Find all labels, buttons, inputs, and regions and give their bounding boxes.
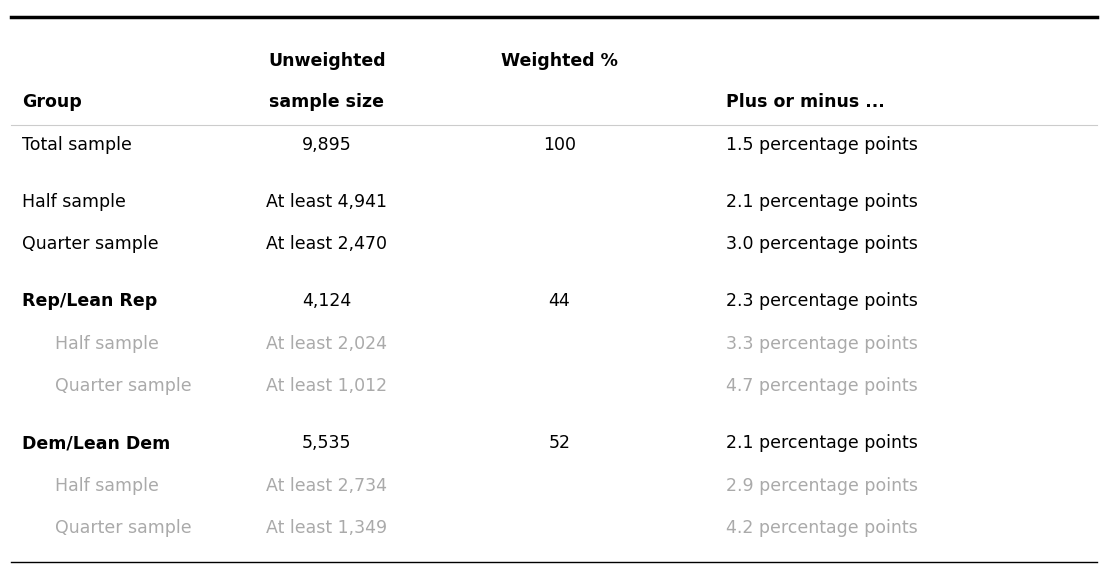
Text: Quarter sample: Quarter sample	[22, 235, 158, 253]
Text: Group: Group	[22, 93, 82, 111]
Text: At least 2,024: At least 2,024	[266, 335, 388, 353]
Text: Rep/Lean Rep: Rep/Lean Rep	[22, 292, 157, 310]
Text: sample size: sample size	[269, 93, 384, 111]
Text: At least 2,470: At least 2,470	[266, 235, 388, 253]
Text: 1.5 percentage points: 1.5 percentage points	[726, 136, 917, 154]
Text: Dem/Lean Dem: Dem/Lean Dem	[22, 434, 171, 452]
Text: At least 2,734: At least 2,734	[266, 477, 388, 495]
Text: 100: 100	[543, 136, 576, 154]
Text: Half sample: Half sample	[55, 335, 160, 353]
Text: Half sample: Half sample	[55, 477, 160, 495]
Text: 3.0 percentage points: 3.0 percentage points	[726, 235, 917, 253]
Text: 4.7 percentage points: 4.7 percentage points	[726, 377, 917, 395]
Text: Total sample: Total sample	[22, 136, 132, 154]
Text: 4.2 percentage points: 4.2 percentage points	[726, 519, 917, 537]
Text: 2.3 percentage points: 2.3 percentage points	[726, 292, 917, 310]
Text: 3.3 percentage points: 3.3 percentage points	[726, 335, 917, 353]
Text: Half sample: Half sample	[22, 193, 126, 211]
Text: Quarter sample: Quarter sample	[55, 377, 192, 395]
Text: 5,535: 5,535	[302, 434, 351, 452]
Text: Weighted %: Weighted %	[501, 52, 618, 70]
Text: 44: 44	[548, 292, 571, 310]
Text: 2.1 percentage points: 2.1 percentage points	[726, 434, 917, 452]
Text: 2.9 percentage points: 2.9 percentage points	[726, 477, 917, 495]
Text: 52: 52	[548, 434, 571, 452]
Text: Plus or minus ...: Plus or minus ...	[726, 93, 884, 111]
Text: Unweighted: Unweighted	[268, 52, 386, 70]
Text: At least 1,012: At least 1,012	[266, 377, 388, 395]
Text: At least 1,349: At least 1,349	[266, 519, 388, 537]
Text: 2.1 percentage points: 2.1 percentage points	[726, 193, 917, 211]
Text: Quarter sample: Quarter sample	[55, 519, 192, 537]
Text: 4,124: 4,124	[302, 292, 351, 310]
Text: At least 4,941: At least 4,941	[266, 193, 388, 211]
Text: 9,895: 9,895	[302, 136, 351, 154]
